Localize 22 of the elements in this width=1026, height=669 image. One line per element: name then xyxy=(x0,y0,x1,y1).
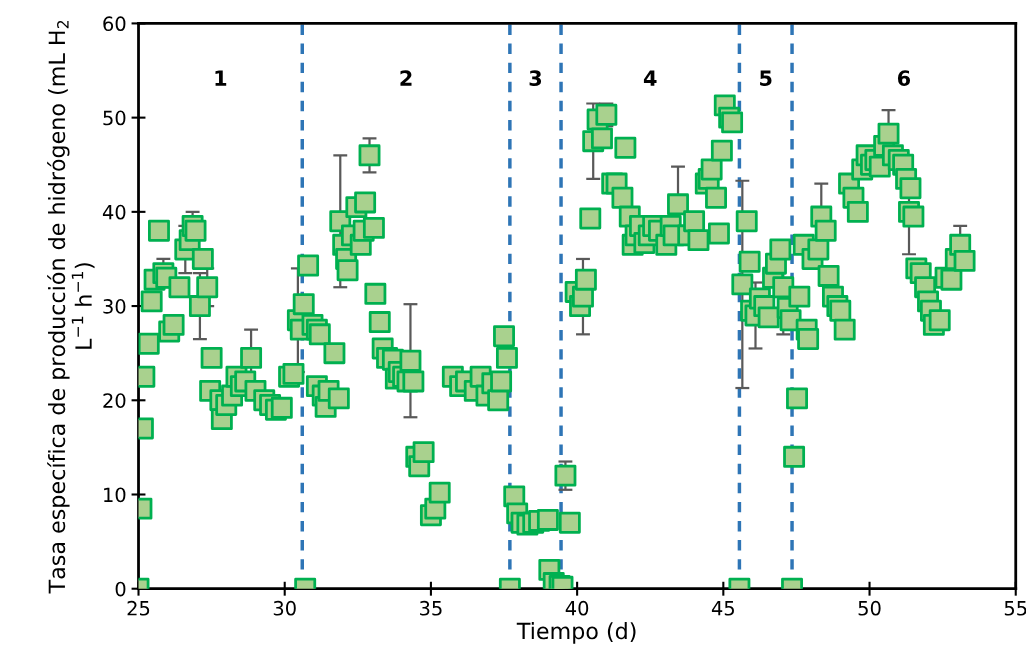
x-tick-label: 55 xyxy=(1004,601,1026,616)
annotation: 1 xyxy=(215,70,227,86)
x-tick-label: 45 xyxy=(711,601,734,616)
annotation: 5 xyxy=(760,70,772,86)
annotation: 4 xyxy=(643,70,657,86)
text: Tasa específica de producción de hidrógeno (mL H$_{2}$ L$^{−1}$ h$^{−1}$) xyxy=(47,20,95,594)
y-tick-label: 60 xyxy=(103,16,126,32)
x-tick-label: 25 xyxy=(127,600,150,616)
x-tick-label: 40 xyxy=(565,600,589,616)
x-tick-label: 30 xyxy=(273,600,296,616)
y-tick-label: 0 xyxy=(115,581,126,597)
y-tick-label: 40 xyxy=(102,204,126,220)
x-axis-title: Tiempo (d) xyxy=(516,622,636,644)
x-tick-label: 50 xyxy=(858,600,881,616)
annotation: 3 xyxy=(529,70,542,86)
annotation: 2 xyxy=(400,70,412,86)
y-tick-label: 30 xyxy=(103,299,126,314)
annotation: 6 xyxy=(897,70,911,86)
x-tick-label: 35 xyxy=(420,600,442,616)
y-tick-label: 10 xyxy=(104,487,126,503)
y-tick-label: 20 xyxy=(103,393,126,408)
y-tick-label: 50 xyxy=(103,110,126,126)
